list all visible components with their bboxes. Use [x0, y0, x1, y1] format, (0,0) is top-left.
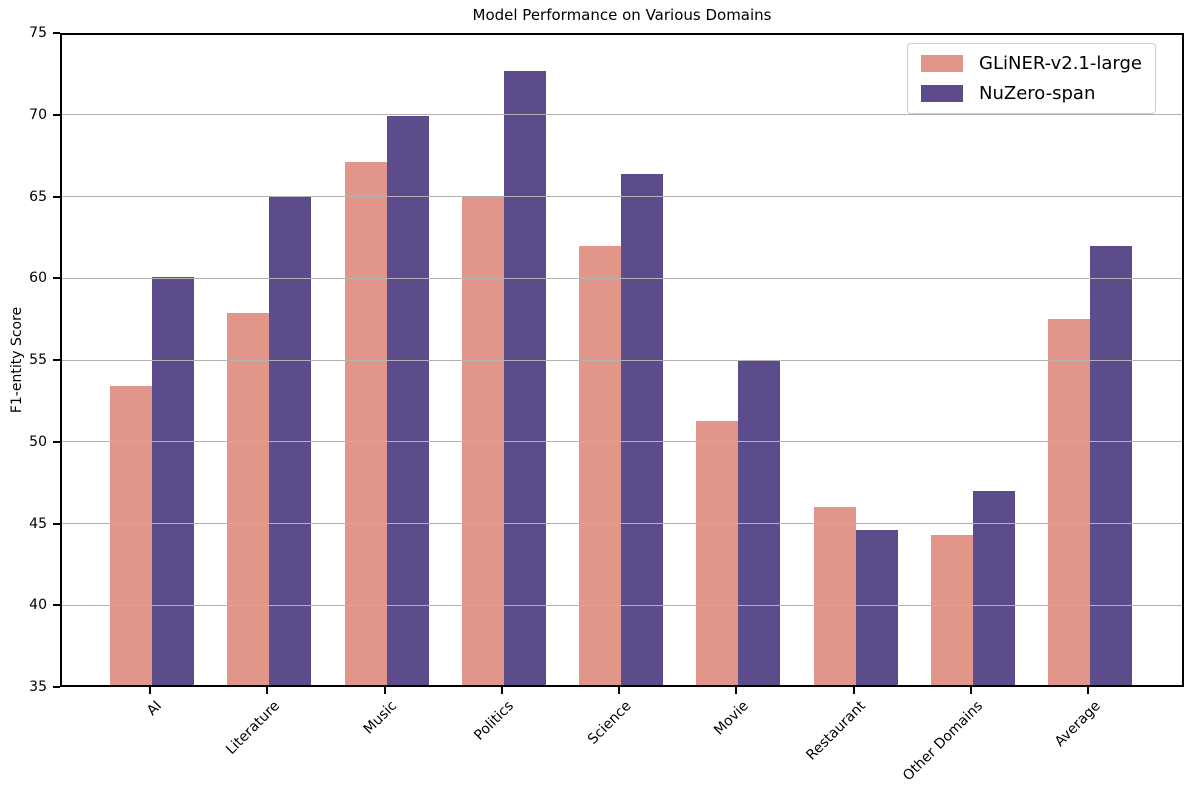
bar-gliner-v2-1-large-science: [579, 245, 621, 685]
bar-gliner-v2-1-large-average: [1048, 319, 1090, 685]
x-tick-label-restaurant: Restaurant: [803, 698, 869, 764]
y-tick-50: [53, 440, 60, 443]
x-tick-movie: [735, 687, 738, 694]
x-tick-label-music: Music: [360, 698, 400, 738]
x-tick-politics: [500, 687, 503, 694]
x-tick-label-average: Average: [1051, 698, 1104, 750]
x-tick-literature: [266, 687, 269, 694]
gridline-55: [62, 359, 1182, 361]
x-tick-other-domains: [969, 687, 972, 694]
y-tick-label-45: 45: [29, 515, 47, 532]
y-tick-70: [53, 113, 60, 116]
gridline-60: [62, 277, 1182, 279]
bar-gliner-v2-1-large-restaurant: [813, 507, 856, 685]
legend-entry-nuzero: NuZero-span: [921, 83, 1142, 104]
bar-nuzero-span-restaurant: [855, 530, 898, 685]
gridline-40: [62, 604, 1182, 606]
x-tick-ai: [149, 687, 151, 694]
bar-gliner-v2-1-large-literature: [227, 312, 270, 685]
y-tick-55: [53, 359, 60, 361]
y-tick-label-40: 40: [29, 597, 47, 614]
x-tick-label-politics: Politics: [471, 698, 518, 744]
x-tick-label-movie: Movie: [710, 698, 752, 739]
x-tick-label-ai: AI: [144, 698, 166, 720]
y-tick-75: [53, 32, 60, 34]
gridline-65: [62, 196, 1182, 197]
legend: GLiNER-v2.1-large NuZero-span: [907, 43, 1156, 114]
x-tick-science: [618, 687, 620, 694]
x-tick-label-literature: Literature: [222, 698, 283, 758]
x-tick-average: [1087, 687, 1089, 694]
bar-gliner-v2-1-large-other-domains: [930, 534, 973, 685]
y-tick-60: [53, 277, 60, 280]
gridline-50: [62, 441, 1182, 443]
y-tick-label-65: 65: [29, 188, 47, 205]
y-tick-45: [53, 522, 60, 525]
bar-nuzero-span-politics: [503, 70, 546, 685]
bar-gliner-v2-1-large-music: [344, 162, 387, 685]
bar-nuzero-span-ai: [152, 276, 194, 685]
x-tick-label-other-domains: Other Domains: [899, 698, 987, 785]
y-tick-40: [53, 604, 60, 607]
x-tick-label-science: Science: [584, 698, 635, 748]
gridline-45: [62, 523, 1182, 524]
legend-swatch-nuzero: [921, 85, 963, 102]
bar-gliner-v2-1-large-movie: [696, 420, 739, 685]
y-tick-label-60: 60: [29, 270, 47, 287]
y-tick-label-75: 75: [29, 25, 47, 41]
plot-area: [60, 33, 1184, 687]
bar-nuzero-span-average: [1090, 245, 1132, 685]
bar-nuzero-span-other-domains: [972, 490, 1015, 685]
legend-label-gliner: GLiNER-v2.1-large: [979, 53, 1142, 74]
x-tick-restaurant: [852, 687, 855, 694]
legend-label-nuzero: NuZero-span: [979, 83, 1096, 104]
bar-nuzero-span-music: [386, 116, 429, 685]
bar-nuzero-span-movie: [738, 360, 781, 685]
y-tick-label-35: 35: [29, 679, 47, 695]
y-tick-label-70: 70: [29, 106, 47, 123]
gridline-70: [62, 114, 1182, 116]
legend-swatch-gliner: [921, 55, 963, 72]
bar-gliner-v2-1-large-ai: [110, 386, 152, 685]
y-tick-label-55: 55: [29, 352, 47, 368]
y-tick-35: [53, 686, 60, 688]
bar-nuzero-span-science: [621, 173, 663, 685]
y-tick-65: [53, 195, 60, 198]
x-tick-music: [383, 687, 386, 694]
legend-entry-gliner: GLiNER-v2.1-large: [921, 53, 1142, 74]
y-tick-label-50: 50: [29, 433, 47, 450]
chart-title: Model Performance on Various Domains: [472, 6, 772, 24]
